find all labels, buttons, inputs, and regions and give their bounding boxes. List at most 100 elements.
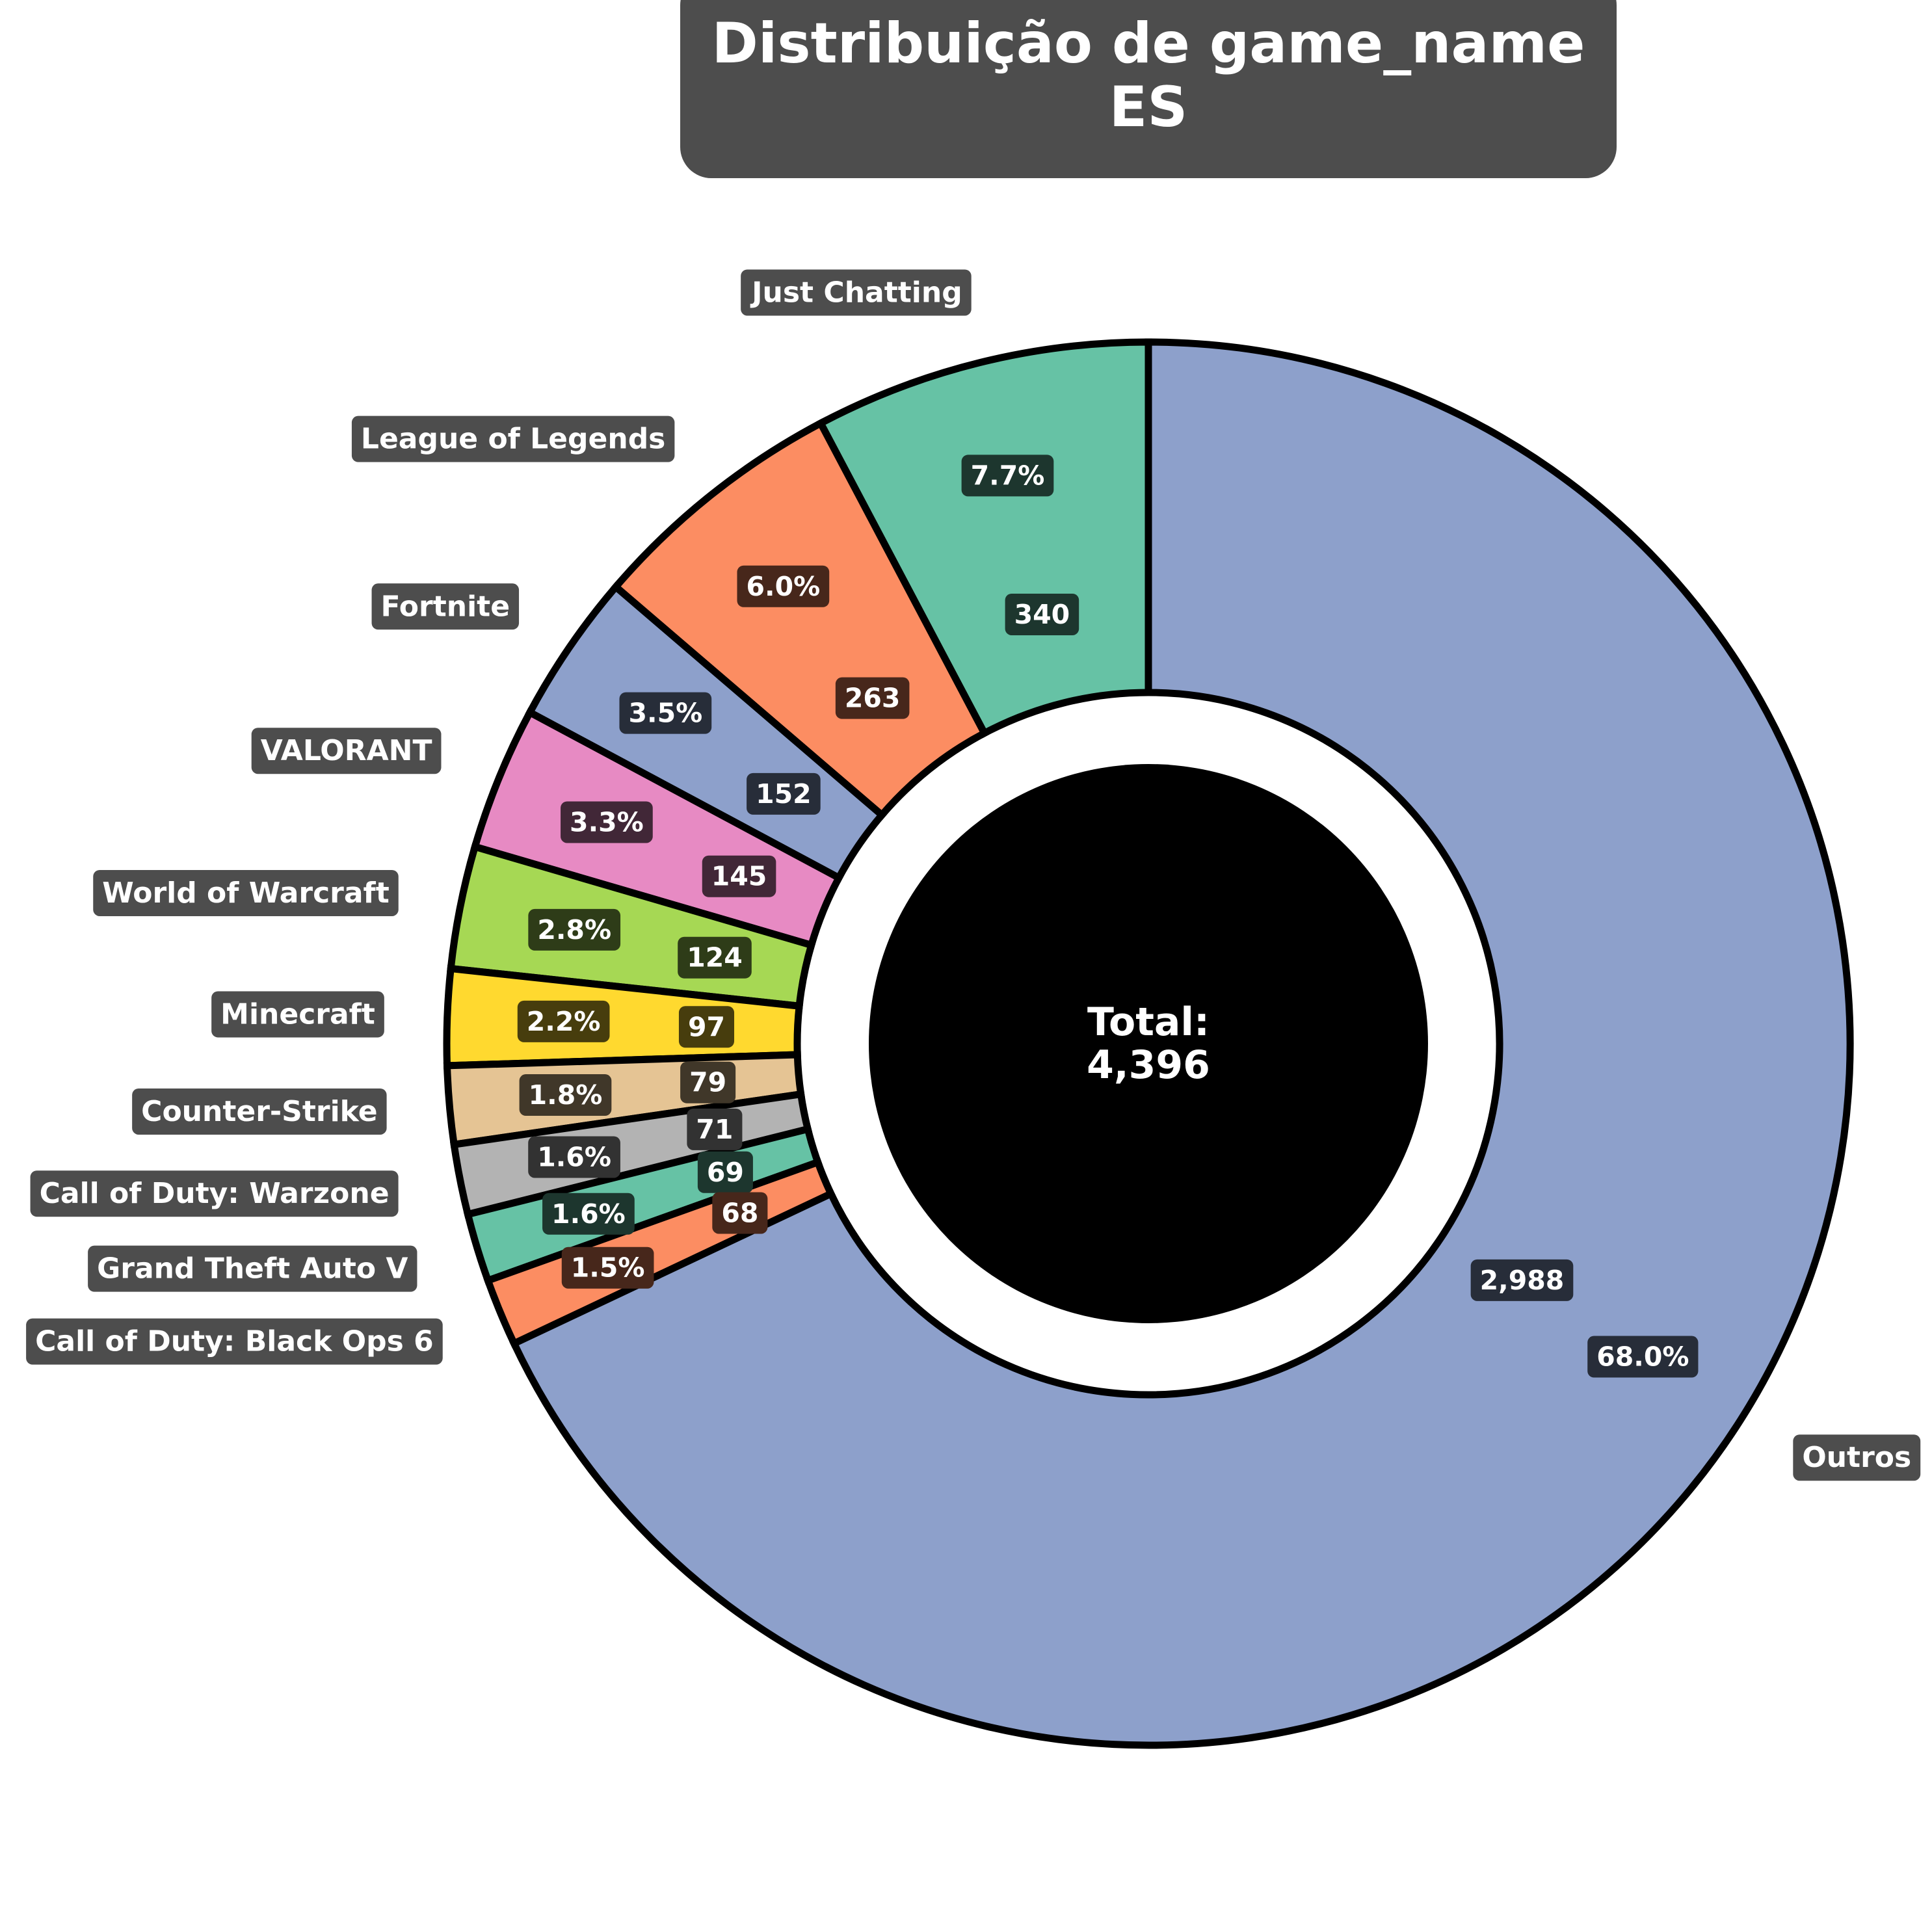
value-label-outros-box xyxy=(1470,1259,1574,1301)
value-label-grand-theft-auto-v-text: 69 xyxy=(707,1157,744,1188)
value-label-league-of-legends: 263 xyxy=(835,677,910,719)
value-label-minecraft: 97 xyxy=(678,1006,735,1048)
pct-label-minecraft-text: 2.2% xyxy=(527,1006,601,1037)
value-label-call-of-duty-black-ops-6: 68 xyxy=(712,1192,768,1234)
category-label-minecraft-box xyxy=(211,991,384,1038)
category-label-call-of-duty-warzone-box xyxy=(30,1170,399,1217)
pct-label-counter-strike-text: 1.8% xyxy=(529,1079,603,1111)
value-label-fortnite-text: 152 xyxy=(756,778,812,810)
pct-label-call-of-duty-warzone: 1.6% xyxy=(528,1136,620,1178)
value-label-fortnite-box xyxy=(747,772,821,815)
pct-label-minecraft: 2.2% xyxy=(517,1000,610,1042)
inner-labels: 7.7% 340 6.0% 263 3.5% 152 3.3% 145 2.8% 124 2.2% 9… xyxy=(517,455,1699,1378)
category-label-fortnite: Fortnite xyxy=(371,583,520,630)
pct-label-just-chatting-text: 7.7% xyxy=(971,460,1045,491)
slice-outros xyxy=(509,338,1854,1749)
value-label-call-of-duty-black-ops-6-box xyxy=(712,1192,768,1234)
value-label-just-chatting-text: 340 xyxy=(1014,599,1070,630)
pct-label-league-of-legends: 6.0% xyxy=(737,565,830,607)
value-label-minecraft-text: 97 xyxy=(688,1011,725,1042)
category-label-valorant-box xyxy=(251,728,442,774)
pct-label-call-of-duty-black-ops-6-text: 1.5% xyxy=(571,1252,645,1284)
pct-label-call-of-duty-black-ops-6-box xyxy=(561,1247,654,1289)
value-label-call-of-duty-black-ops-6-text: 68 xyxy=(721,1197,758,1228)
center: Total: 4,396 xyxy=(869,764,1428,1323)
center-disc xyxy=(869,764,1428,1323)
value-label-just-chatting: 340 xyxy=(1005,593,1079,635)
pct-label-call-of-duty-black-ops-6: 1.5% xyxy=(561,1247,654,1289)
pct-label-grand-theft-auto-v-box xyxy=(542,1193,635,1235)
category-label-grand-theft-auto-v-box xyxy=(88,1245,417,1292)
pct-label-minecraft-box xyxy=(517,1000,610,1042)
title-line-1: Distribuição de game_name xyxy=(712,11,1585,76)
pct-label-grand-theft-auto-v: 1.6% xyxy=(542,1193,635,1235)
category-label-league-of-legends-box xyxy=(351,416,675,462)
category-label-fortnite-text: Fortnite xyxy=(381,590,510,623)
category-label-minecraft-text: Minecraft xyxy=(220,997,375,1031)
category-label-grand-theft-auto-v: Grand Theft Auto V xyxy=(88,1245,417,1292)
center-total-value: 4,396 xyxy=(1087,1042,1210,1088)
title-box xyxy=(680,0,1617,178)
pct-label-call-of-duty-warzone-text: 1.6% xyxy=(537,1141,611,1172)
slice-just-chatting xyxy=(815,338,1152,738)
category-label-minecraft: Minecraft xyxy=(211,991,384,1038)
value-label-outros-text: 2,988 xyxy=(1480,1265,1565,1296)
value-label-call-of-duty-warzone-text: 71 xyxy=(696,1114,733,1145)
value-label-world-of-warcraft-text: 124 xyxy=(687,942,743,973)
category-label-call-of-duty-black-ops-6: Call of Duty: Black Ops 6 xyxy=(26,1318,443,1365)
value-label-counter-strike-text: 79 xyxy=(689,1067,726,1098)
pct-label-world-of-warcraft: 2.8% xyxy=(528,908,621,951)
category-label-fortnite-box xyxy=(371,583,520,630)
value-label-counter-strike: 79 xyxy=(680,1061,736,1103)
outer-labels: Just Chatting League of Legends Fortnite VA… xyxy=(26,269,1921,1481)
category-label-just-chatting-text: Just Chatting xyxy=(750,276,962,309)
category-label-valorant-text: VALORANT xyxy=(261,734,432,767)
pct-label-valorant-text: 3.3% xyxy=(570,806,644,838)
pct-label-just-chatting-box xyxy=(961,455,1054,497)
category-label-world-of-warcraft: World of Warcraft xyxy=(93,869,399,916)
category-label-world-of-warcraft-text: World of Warcraft xyxy=(102,877,389,910)
category-label-world-of-warcraft-box xyxy=(93,869,399,916)
value-label-grand-theft-auto-v-box xyxy=(697,1151,753,1193)
category-label-call-of-duty-warzone: Call of Duty: Warzone xyxy=(30,1170,399,1217)
pct-label-outros: 68.0% xyxy=(1587,1336,1699,1378)
pct-label-fortnite: 3.5% xyxy=(619,692,712,734)
pct-label-grand-theft-auto-v-text: 1.6% xyxy=(551,1198,626,1230)
value-label-league-of-legends-box xyxy=(835,677,910,719)
value-label-call-of-duty-warzone: 71 xyxy=(687,1108,743,1150)
category-label-call-of-duty-black-ops-6-text: Call of Duty: Black Ops 6 xyxy=(35,1325,434,1358)
pct-label-outros-box xyxy=(1587,1336,1699,1378)
value-label-league-of-legends-text: 263 xyxy=(845,683,901,714)
pct-label-counter-strike-box xyxy=(519,1074,612,1116)
value-label-valorant-text: 145 xyxy=(711,861,767,892)
category-label-counter-strike-box xyxy=(132,1088,387,1135)
pct-label-league-of-legends-text: 6.0% xyxy=(746,571,820,602)
value-label-minecraft-box xyxy=(678,1006,735,1048)
value-label-world-of-warcraft: 124 xyxy=(678,936,752,979)
value-label-fortnite: 152 xyxy=(747,772,821,815)
category-label-league-of-legends-text: League of Legends xyxy=(361,423,665,456)
pct-label-league-of-legends-box xyxy=(737,565,830,607)
pct-label-world-of-warcraft-text: 2.8% xyxy=(537,914,611,945)
pct-label-counter-strike: 1.8% xyxy=(519,1074,612,1116)
category-label-call-of-duty-black-ops-6-box xyxy=(26,1318,443,1365)
pct-label-call-of-duty-warzone-box xyxy=(528,1136,620,1178)
value-label-valorant: 145 xyxy=(702,855,776,897)
pct-label-valorant-box xyxy=(561,801,653,843)
pct-label-fortnite-text: 3.5% xyxy=(628,698,702,729)
chart-title: Distribuição de game_name ES xyxy=(680,0,1617,178)
category-label-league-of-legends: League of Legends xyxy=(351,416,675,462)
pct-label-outros-text: 68.0% xyxy=(1596,1341,1689,1373)
category-label-just-chatting-box xyxy=(741,269,972,316)
value-label-counter-strike-box xyxy=(680,1061,736,1103)
value-label-world-of-warcraft-box xyxy=(678,936,752,979)
title-line-2: ES xyxy=(1109,75,1188,140)
category-label-counter-strike-text: Counter-Strike xyxy=(141,1095,377,1128)
category-label-call-of-duty-warzone-text: Call of Duty: Warzone xyxy=(40,1177,390,1210)
category-label-outros-text: Outros xyxy=(1802,1441,1911,1474)
value-label-grand-theft-auto-v: 69 xyxy=(697,1151,753,1193)
category-label-grand-theft-auto-v-text: Grand Theft Auto V xyxy=(97,1252,408,1286)
pct-label-fortnite-box xyxy=(619,692,712,734)
value-label-outros: 2,988 xyxy=(1470,1259,1574,1301)
